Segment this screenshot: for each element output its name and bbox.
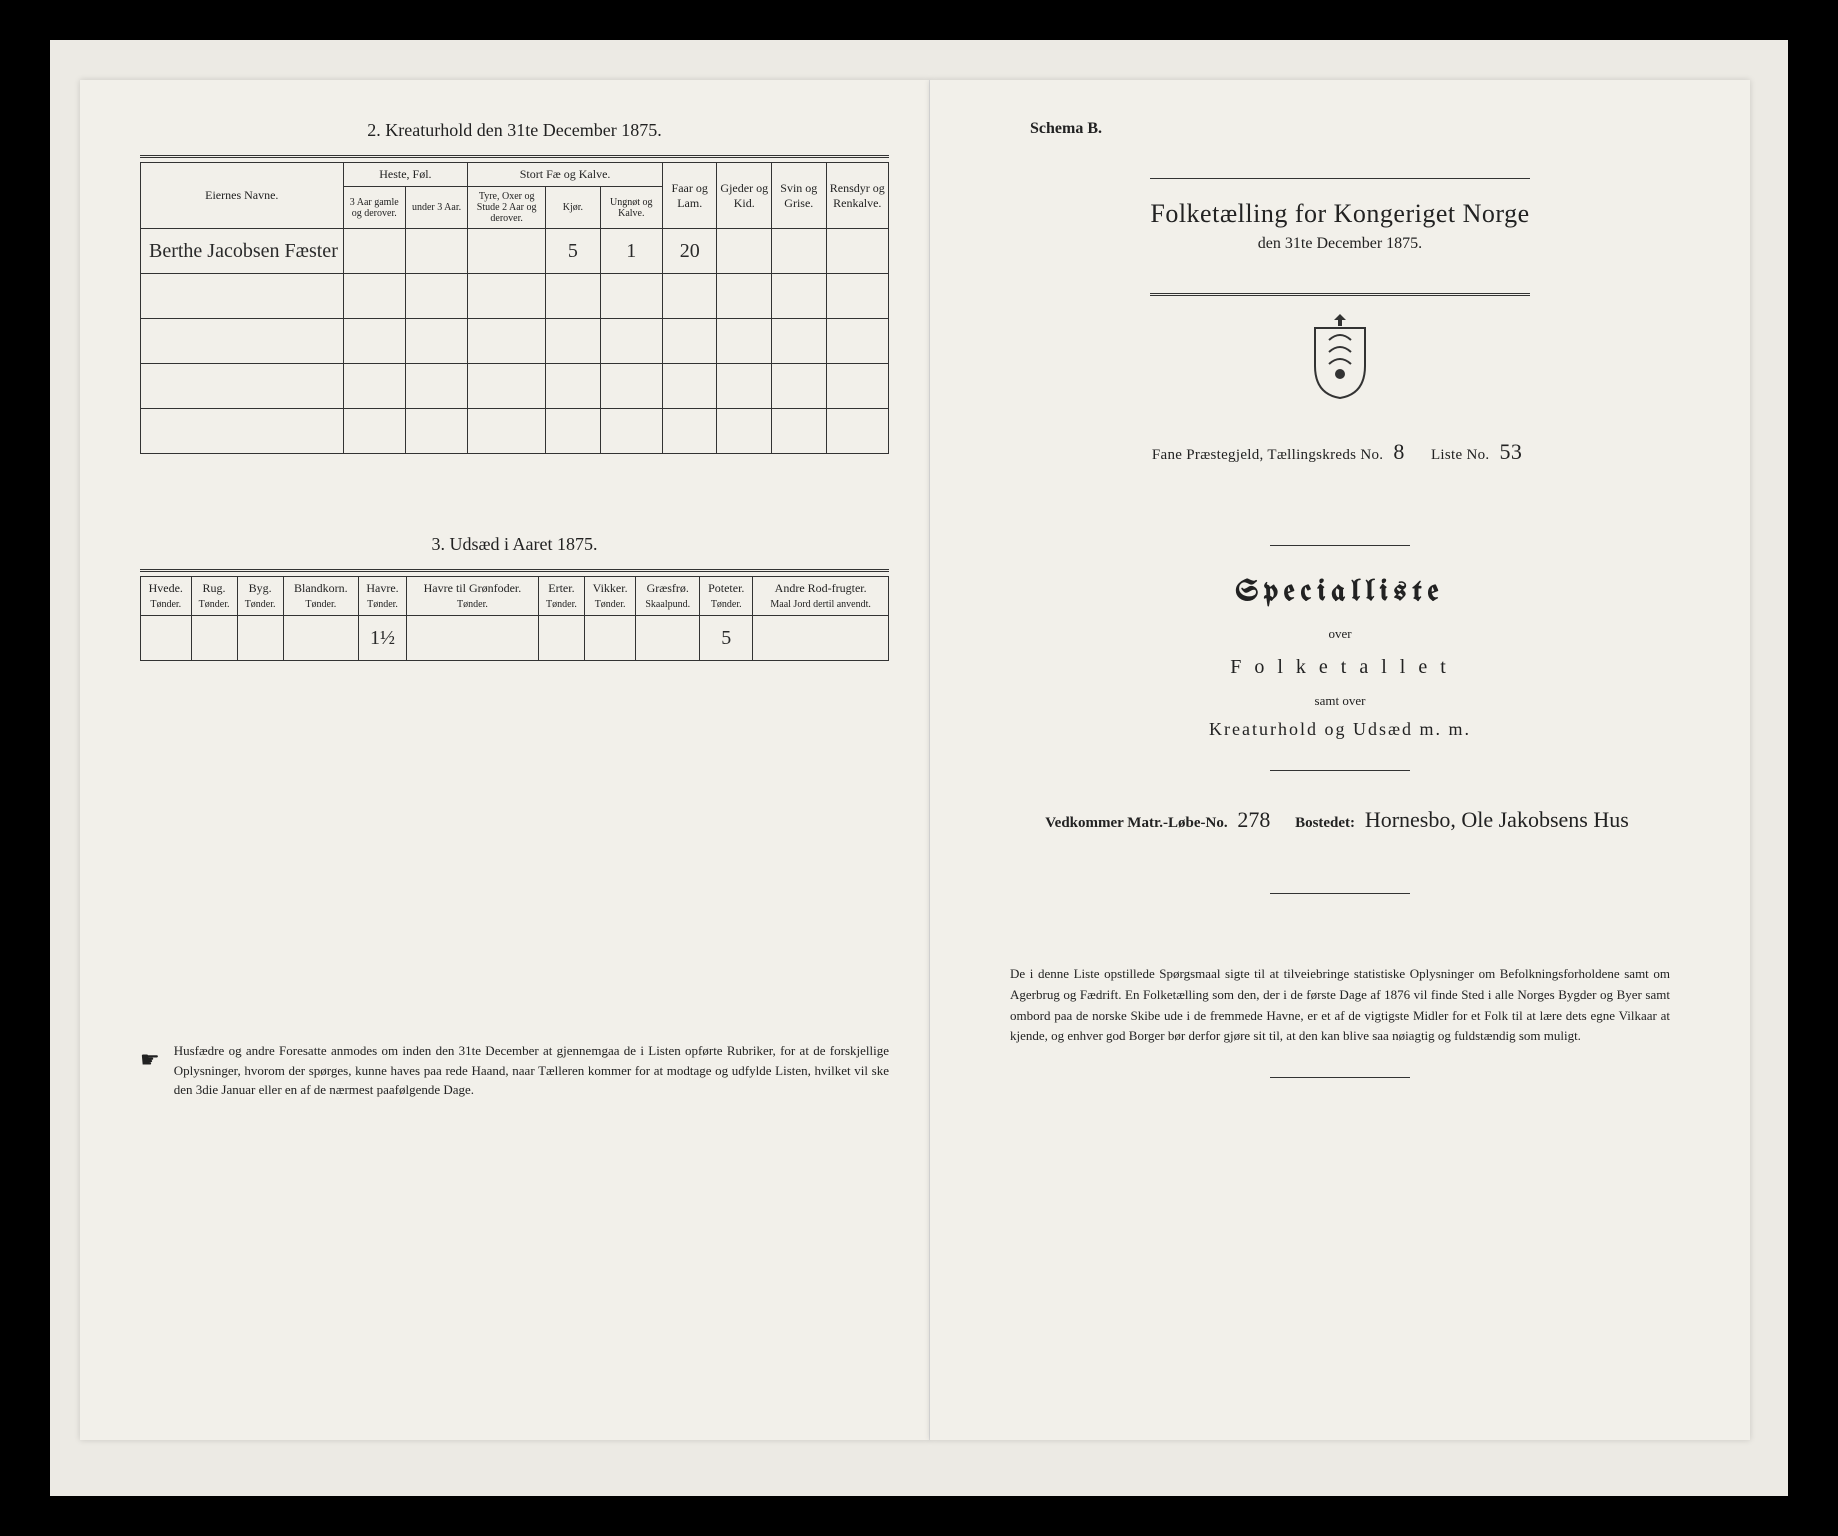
census-title: Folketælling for Kongeriget Norge: [990, 199, 1690, 229]
rule: [1270, 545, 1410, 546]
th-stort-a: Tyre, Oxer og Stude 2 Aar og derover.: [468, 187, 546, 229]
table-row: [141, 364, 889, 409]
liste-no: 53: [1494, 439, 1529, 464]
section2-title: 2. Kreaturhold den 31te December 1875.: [140, 120, 889, 141]
kreds-no: 8: [1387, 439, 1410, 464]
rule: [1270, 1077, 1410, 1078]
footnote-text: Husfædre og andre Foresatte anmodes om i…: [174, 1041, 889, 1100]
rule: [1150, 178, 1530, 179]
th-eier: Eiernes Navne.: [141, 163, 344, 229]
rule: [1150, 293, 1530, 296]
th-bland: Blandkorn.Tønder.: [283, 577, 358, 616]
text-samt: samt over: [990, 693, 1690, 709]
th-heste-a: 3 Aar gamle og derover.: [343, 187, 405, 229]
section3-title: 3. Udsæd i Aaret 1875.: [140, 534, 889, 555]
th-vikker: Vikker.Tønder.: [584, 577, 635, 616]
th-rod: Andre Rod-frugter.Maal Jord dertil anven…: [753, 577, 889, 616]
th-heste-b: under 3 Aar.: [405, 187, 467, 229]
cell-name: Berthe Jacobsen Fæster: [141, 229, 344, 274]
th-rens: Rensdyr og Renkalve.: [826, 163, 888, 229]
pointing-hand-icon: ☛: [140, 1043, 160, 1100]
udsaed-table: Hvede.Tønder. Rug.Tønder. Byg.Tønder. Bl…: [140, 576, 889, 661]
table-row: [141, 274, 889, 319]
table-row: Berthe Jacobsen Fæster 5 1 20: [141, 229, 889, 274]
th-stort-c: Ungnøt og Kalve.: [600, 187, 662, 229]
th-hvede: Hvede.Tønder.: [141, 577, 192, 616]
right-page: Schema B. Folketælling for Kongeriget No…: [930, 80, 1750, 1440]
cell-faar: 20: [662, 229, 717, 274]
table-row: [141, 319, 889, 364]
specialliste-heading: Specialliste: [990, 576, 1690, 608]
th-byg: Byg.Tønder.: [237, 577, 283, 616]
schema-label: Schema B.: [1030, 120, 1690, 138]
cell-ung: 1: [600, 229, 662, 274]
matr-no: 278: [1231, 807, 1276, 832]
footnote: ☛ Husfædre og andre Foresatte anmodes om…: [140, 1041, 889, 1100]
text-kreatur: Kreaturhold og Udsæd m. m.: [990, 719, 1690, 740]
rule: [1270, 893, 1410, 894]
text-folketallet: F o l k e t a l l e t: [990, 656, 1690, 679]
cell-havre: 1½: [359, 616, 407, 661]
kreaturhold-table: Eiernes Navne. Heste, Føl. Stort Fæ og K…: [140, 162, 889, 454]
th-gjeder: Gjeder og Kid.: [717, 163, 772, 229]
matr-line: Vedkommer Matr.-Løbe-No. 278 Bostedet: H…: [990, 807, 1690, 833]
table-row: 1½ 5: [141, 616, 889, 661]
th-faar: Faar og Lam.: [662, 163, 717, 229]
th-stort-b: Kjør.: [546, 187, 601, 229]
district-line: Fane Præstegjeld, Tællingskreds No. 8 Li…: [990, 439, 1690, 465]
th-graes: Græsfrø.Skaalpund.: [636, 577, 700, 616]
rule: [140, 155, 889, 158]
left-page: 2. Kreaturhold den 31te December 1875. E…: [80, 80, 930, 1440]
th-svin: Svin og Grise.: [772, 163, 827, 229]
th-heste: Heste, Føl.: [343, 163, 468, 187]
th-havre: Havre.Tønder.: [359, 577, 407, 616]
scan-area: 2. Kreaturhold den 31te December 1875. E…: [50, 40, 1788, 1496]
explanatory-paragraph: De i denne Liste opstillede Spørgsmaal s…: [1010, 964, 1670, 1047]
cell-pot: 5: [700, 616, 753, 661]
bosted: Hornesbo, Ole Jakobsens Hus: [1359, 807, 1635, 832]
rule: [1270, 770, 1410, 771]
th-stort: Stort Fæ og Kalve.: [468, 163, 663, 187]
th-rug: Rug.Tønder.: [191, 577, 237, 616]
th-havre2: Havre til Grønfoder.Tønder.: [407, 577, 539, 616]
th-erter: Erter.Tønder.: [538, 577, 584, 616]
th-pot: Poteter.Tønder.: [700, 577, 753, 616]
table-row: [141, 409, 889, 454]
text-over: over: [990, 626, 1690, 642]
cell-kjor: 5: [546, 229, 601, 274]
census-subtitle: den 31te December 1875.: [990, 235, 1690, 253]
rule: [140, 569, 889, 572]
coat-of-arms-icon: [990, 310, 1690, 405]
